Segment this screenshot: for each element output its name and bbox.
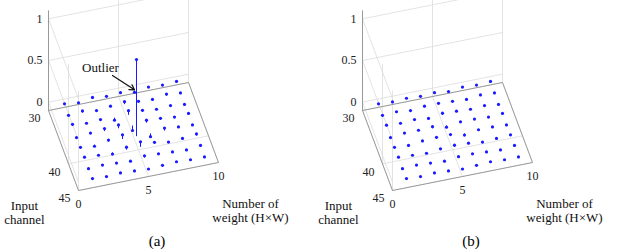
svg-text:Number ofweight (H×W): Number ofweight (H×W) — [526, 196, 602, 225]
svg-text:0: 0 — [76, 197, 82, 211]
svg-text:0.5: 0.5 — [342, 53, 357, 67]
svg-text:Number ofweight (H×W): Number ofweight (H×W) — [212, 196, 288, 225]
svg-text:Inputchannel: Inputchannel — [318, 198, 359, 227]
svg-text:0.5: 0.5 — [28, 53, 43, 67]
svg-text:0: 0 — [351, 95, 357, 109]
svg-text:30: 30 — [29, 111, 41, 125]
svg-text:1: 1 — [37, 12, 43, 26]
svg-text:10: 10 — [527, 169, 539, 183]
svg-text:0: 0 — [390, 197, 396, 211]
svg-text:45: 45 — [59, 191, 71, 205]
svg-text:10: 10 — [213, 169, 225, 183]
svg-text:45: 45 — [373, 191, 385, 205]
svg-text:5: 5 — [146, 183, 152, 197]
html-text:(a): (a) — [148, 233, 166, 249]
svg-text:1: 1 — [351, 12, 357, 26]
svg-text:Inputchannel: Inputchannel — [4, 198, 45, 227]
svg-text:40: 40 — [363, 165, 375, 179]
svg-text:0: 0 — [37, 95, 43, 109]
svg-text:40: 40 — [49, 165, 61, 179]
html-text:(b): (b) — [462, 233, 480, 249]
svg-text:Outlier: Outlier — [82, 60, 119, 75]
svg-text:5: 5 — [460, 183, 466, 197]
svg-text:30: 30 — [343, 111, 355, 125]
